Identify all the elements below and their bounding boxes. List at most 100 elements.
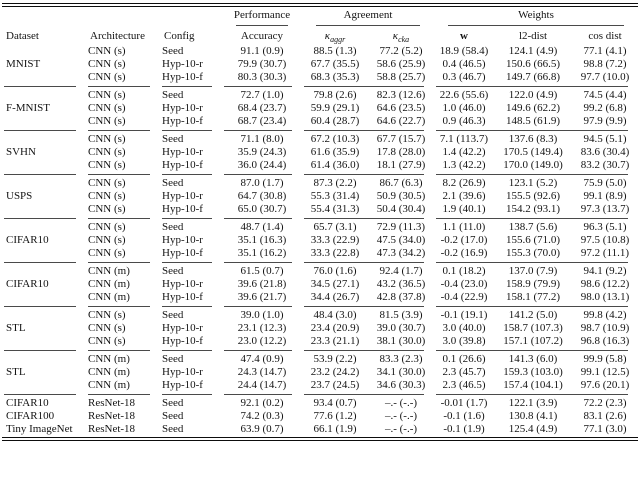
l2-dist-cell: 149.6 (62.2) (505, 102, 561, 114)
accuracy-cell: 65.0 (30.7) (237, 203, 287, 215)
group-separator-rule (2, 392, 638, 397)
kappa-cka-cell: 34.6 (30.3) (376, 379, 426, 391)
config-cell: Hyp-10-r (162, 58, 203, 70)
rule-segment (436, 174, 628, 175)
config-cell: Seed (162, 89, 184, 101)
architecture-cell: CNN (s) (88, 190, 126, 202)
cos-dist-cell: 98.7 (10.9) (580, 322, 630, 334)
rule-segment (224, 174, 292, 175)
accuracy-cell: 61.5 (0.7) (240, 265, 284, 277)
config-cell: Seed (162, 45, 184, 57)
kappa-aggr-cell: 33.3 (22.8) (310, 247, 360, 259)
dataset-column-header: Dataset (6, 30, 39, 42)
config-cell: Hyp-10-f (162, 247, 203, 259)
accuracy-column-header: Accuracy (240, 30, 284, 42)
accuracy-cell: 72.7 (1.0) (240, 89, 284, 101)
config-cell: Hyp-10-f (162, 159, 203, 171)
l2-dist-cell: 155.5 (92.6) (505, 190, 561, 202)
kappa-aggr-cell: 79.8 (2.6) (313, 89, 357, 101)
table-row: CIFAR10 CNN (m) Seed 61.5 (0.7) 76.0 (1.6) 92… (2, 265, 638, 290)
kappa-cka-cell: 72.9 (11.3) (376, 221, 426, 233)
kappa-aggr-cell: 88.5 (1.3) (313, 45, 357, 57)
kappa-cka-cell: 43.2 (36.5) (376, 278, 426, 290)
w-cell: 2.1 (39.6) (442, 190, 486, 202)
kappa-aggr-column-header: κaggr (302, 27, 368, 45)
architecture-cell: CNN (s) (88, 247, 126, 259)
cos-dist-column-header: cos dist (588, 30, 622, 42)
rule-segment (436, 218, 628, 219)
group-separator-rule (2, 348, 638, 353)
cos-dist-cell: 97.5 (10.8) (580, 234, 630, 246)
w-cell: 1.1 (11.0) (442, 221, 486, 233)
cos-dist-cell: 99.2 (6.8) (583, 102, 627, 114)
config-cell: Seed (162, 309, 184, 321)
kappa-cka-cell: 77.2 (5.2) (379, 45, 423, 57)
cos-dist-cell: 96.3 (5.1) (583, 221, 627, 233)
table-row: CNN (s) Hyp-10-r 79.9 (30.7) 67.7 (35.5) 58.… (2, 58, 638, 71)
w-column-header: w (460, 30, 468, 42)
config-cell: Hyp-10-r (162, 146, 203, 158)
rule-segment (224, 262, 292, 263)
kappa-cka-cell: 42.8 (37.8) (376, 291, 426, 303)
table-row: CNN (s) Hyp-10-r 35.9 (24.3) 61.6 (35.9) 17.… (2, 146, 638, 159)
table-row: CNN (s) Hyp-10-f 35.1 (16.2) 33.3 (22.8) 47.… (2, 247, 638, 260)
dataset-cell: CIFAR10 (6, 397, 49, 409)
accuracy-cell: 68.4 (23.7) (237, 102, 287, 114)
w-cell: 0.4 (46.5) (442, 58, 486, 70)
cos-dist-cell: 97.7 (10.0) (580, 71, 630, 83)
cos-dist-cell: 97.6 (20.1) (580, 379, 630, 391)
cos-dist-cell: 94.1 (9.2) (583, 265, 627, 277)
cos-dist-cell: 77.1 (3.0) (583, 423, 627, 435)
kappa-cka-cell: 34.1 (30.0) (376, 366, 426, 378)
architecture-cell: CNN (s) (88, 221, 126, 233)
dataset-cell: CIFAR100 (6, 410, 55, 422)
architecture-cell: CNN (s) (88, 45, 126, 57)
config-cell: Seed (162, 397, 184, 409)
rule-segment (162, 306, 212, 307)
rule-segment (88, 86, 150, 87)
rule-segment (436, 394, 628, 395)
group-header-underline (2, 23, 638, 27)
w-cell: -0.1 (1.6) (443, 410, 485, 422)
bottom-rule (2, 436, 638, 441)
cos-dist-cell: 99.9 (5.8) (583, 353, 627, 365)
cos-dist-cell: 99.1 (12.5) (580, 366, 630, 378)
kappa-aggr-subscript: aggr (330, 35, 346, 45)
results-table: Performance Agreement Weights Dataset Ar… (2, 2, 638, 441)
rule-segment (4, 306, 76, 307)
cos-dist-cell: 97.9 (9.9) (583, 115, 627, 127)
table-row: SVHN CNN (s) Seed 71.1 (8.0) 67.2 (10.3) 67.7… (2, 133, 638, 158)
group-separator-rule (2, 260, 638, 265)
kappa-cka-cell: 47.5 (34.0) (376, 234, 426, 246)
table-row: CIFAR10 CNN (s) Seed 48.7 (1.4) 65.7 (3.1) 72… (2, 221, 638, 246)
group-header-row: Performance Agreement Weights (2, 7, 638, 23)
cos-dist-cell: 99.8 (4.2) (583, 309, 627, 321)
config-cell: Hyp-10-f (162, 379, 203, 391)
dataset-cell: STL (6, 366, 26, 378)
l2-dist-cell: 123.1 (5.2) (508, 177, 558, 189)
cos-dist-cell: 99.1 (8.9) (583, 190, 627, 202)
config-cell: Seed (162, 353, 184, 365)
cos-dist-cell: 83.2 (30.7) (580, 159, 630, 171)
dataset-cell: CIFAR10 (6, 234, 49, 246)
l2-dist-cell: 124.1 (4.9) (508, 45, 558, 57)
cos-dist-cell: 96.8 (16.3) (580, 335, 630, 347)
architecture-cell: CNN (m) (88, 379, 130, 391)
architecture-column-header: Architecture (90, 30, 145, 42)
kappa-aggr-cell: 61.6 (35.9) (310, 146, 360, 158)
l2-dist-cell: 141.3 (6.0) (508, 353, 558, 365)
l2-dist-cell: 170.0 (149.0) (503, 159, 563, 171)
rule-segment (88, 306, 150, 307)
cos-dist-cell: 98.6 (12.2) (580, 278, 630, 290)
accuracy-cell: 35.1 (16.2) (237, 247, 287, 259)
accuracy-cell: 23.0 (12.2) (237, 335, 287, 347)
l2-dist-cell: 137.6 (8.3) (508, 133, 558, 145)
architecture-cell: CNN (s) (88, 102, 126, 114)
architecture-cell: CNN (s) (88, 89, 126, 101)
rule-segment (162, 130, 212, 131)
kappa-cka-cell: 67.7 (15.7) (376, 133, 426, 145)
kappa-cka-cell: 92.4 (1.7) (379, 265, 423, 277)
dataset-cell: SVHN (6, 146, 36, 158)
architecture-cell: CNN (s) (88, 146, 126, 158)
w-cell: 8.2 (26.9) (442, 177, 486, 189)
